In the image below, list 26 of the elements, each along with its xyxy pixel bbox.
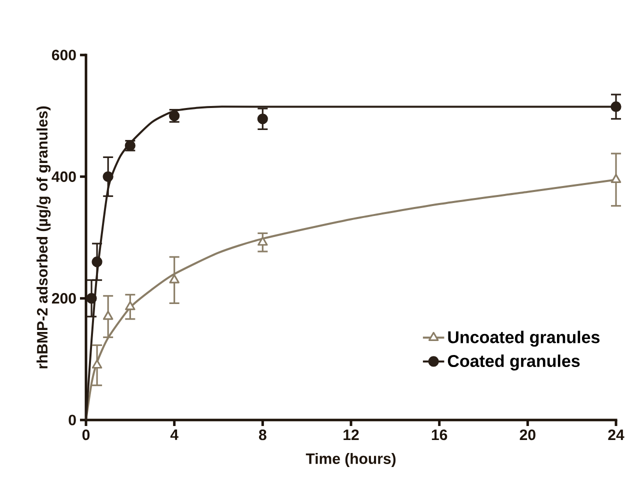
y-tick-label: 200 bbox=[52, 293, 76, 304]
legend-label: Coated granules bbox=[448, 354, 580, 370]
y-tick-label: 0 bbox=[68, 414, 76, 426]
point bbox=[92, 359, 102, 369]
point bbox=[102, 310, 114, 320]
y-tick-label: 400 bbox=[52, 171, 76, 182]
point bbox=[169, 274, 180, 284]
point bbox=[610, 174, 622, 184]
x-tick-label: 4 bbox=[170, 430, 178, 440]
x-axis-title: Time (hours) bbox=[306, 452, 396, 467]
x-tick-label: 24 bbox=[608, 430, 624, 440]
x-tick-label: 16 bbox=[432, 430, 448, 440]
point bbox=[125, 301, 136, 310]
x-tick-label: 0 bbox=[82, 430, 90, 440]
point bbox=[92, 256, 102, 268]
point bbox=[102, 171, 114, 182]
x-tick-label: 20 bbox=[520, 430, 536, 440]
legend-label: Uncoated granules bbox=[448, 330, 600, 347]
x-tick-label: 12 bbox=[344, 430, 359, 440]
point bbox=[257, 114, 268, 124]
point bbox=[86, 293, 97, 304]
y-axis-title: rhBMP-2 adsorbed (µg/g of granules) bbox=[36, 106, 51, 368]
point bbox=[610, 101, 622, 112]
point bbox=[258, 236, 268, 246]
x-tick-label: 8 bbox=[258, 430, 266, 440]
y-tick-label: 600 bbox=[52, 50, 76, 60]
